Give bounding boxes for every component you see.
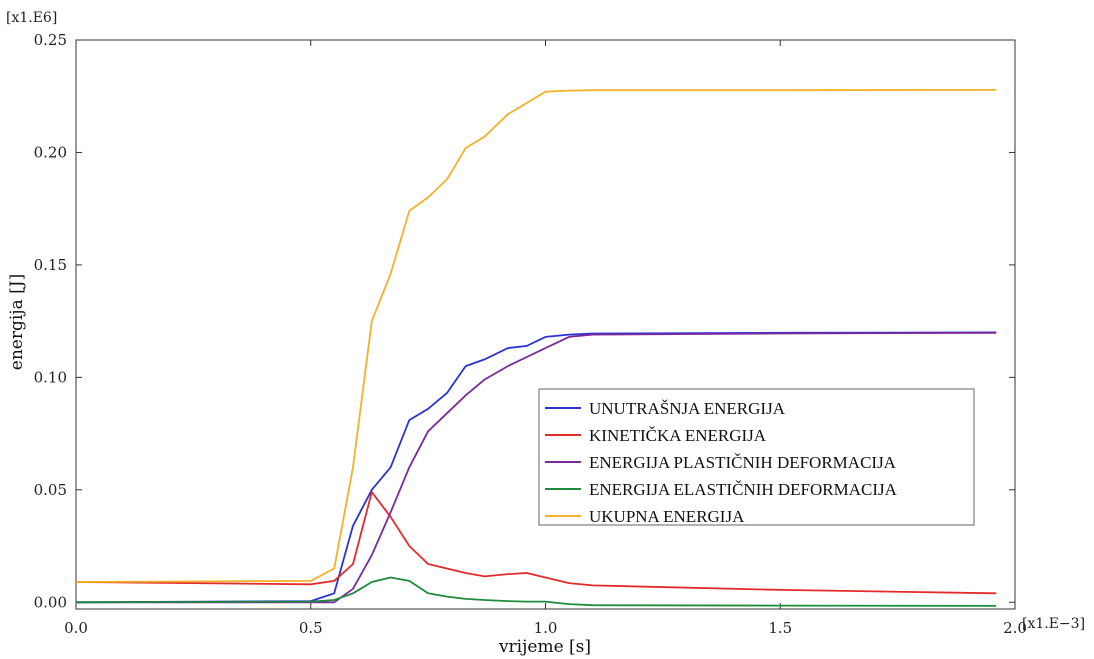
series-line	[76, 331, 997, 604]
x-axis-label: vrijeme [s]	[498, 637, 591, 657]
series-lines	[75, 89, 997, 607]
legend-label: ENERGIJA PLASTIČNIH DEFORMACIJA	[589, 453, 897, 472]
legend-label: UKUPNA ENERGIJA	[589, 507, 745, 526]
y-axis-label: energija [J]	[7, 274, 27, 370]
y-tick-label: 0.10	[34, 368, 67, 386]
series-line	[75, 491, 997, 595]
legend-label: UNUTRAŠNJA ENERGIJA	[589, 399, 786, 418]
x-multiplier-label: [x1.E−3]	[1022, 616, 1085, 632]
y-tick-label: 0.15	[34, 256, 67, 274]
y-tick-label: 0.25	[34, 31, 67, 49]
legend: UNUTRAŠNJA ENERGIJA KINETIČKA ENERGIJA ENE…	[538, 388, 975, 526]
x-tick-label: 0.5	[299, 619, 323, 637]
x-tick-label: 0.0	[64, 619, 88, 637]
y-tick-label: 0.20	[34, 143, 67, 161]
x-tick-label: 1.0	[534, 619, 558, 637]
y-multiplier-label: [x1.E6]	[6, 10, 57, 26]
legend-label: KINETIČKA ENERGIJA	[589, 426, 767, 445]
series-line	[75, 576, 997, 607]
x-tick-label: 1.5	[768, 619, 792, 637]
legend-label: ENERGIJA ELASTIČNIH DEFORMACIJA	[589, 480, 898, 499]
x-tick-label: 2.0	[1003, 619, 1027, 637]
y-tick-label: 0.05	[34, 481, 67, 499]
series-line	[75, 89, 997, 583]
series-line	[75, 331, 997, 604]
y-tick-label: 0.00	[34, 593, 67, 611]
legend-box	[538, 388, 975, 526]
